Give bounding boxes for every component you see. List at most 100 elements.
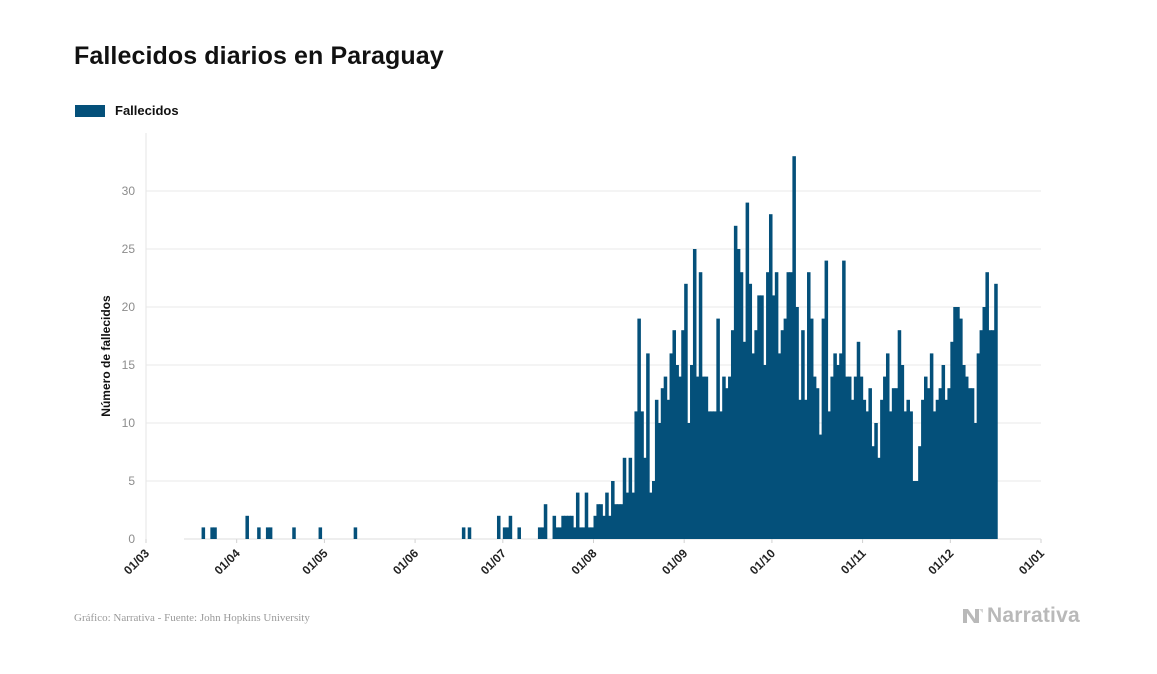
bar <box>555 527 560 539</box>
bar <box>897 330 902 539</box>
bar <box>888 411 893 539</box>
bar <box>783 318 788 539</box>
bar <box>353 527 358 539</box>
bar <box>871 446 875 539</box>
bar <box>771 295 776 539</box>
bar <box>774 272 779 539</box>
bar <box>804 399 808 539</box>
bar <box>605 492 609 539</box>
bar <box>760 295 764 539</box>
bar <box>809 318 814 539</box>
y-tick-label: 30 <box>122 184 136 198</box>
x-tick-label: 01/04 <box>212 546 243 577</box>
bar <box>850 399 855 539</box>
bar <box>950 341 954 539</box>
bar <box>725 388 729 539</box>
bar <box>979 330 984 539</box>
bar <box>982 307 987 539</box>
bar <box>467 527 472 539</box>
bar <box>698 272 703 539</box>
bar <box>935 399 940 539</box>
y-tick-label: 10 <box>122 416 136 430</box>
bar <box>941 365 946 539</box>
bar <box>257 527 261 539</box>
bar <box>707 411 712 539</box>
bar <box>245 515 249 539</box>
bar <box>956 307 960 539</box>
bar <box>994 283 998 539</box>
bar <box>622 457 627 539</box>
bar <box>561 515 565 539</box>
bar <box>567 515 571 539</box>
bar <box>672 330 676 539</box>
bar <box>666 399 671 539</box>
bar <box>877 457 881 539</box>
bar <box>733 225 738 540</box>
chart-source: Gráfico: Narrativa - Fuente: John Hopkin… <box>74 612 310 624</box>
bar <box>684 283 688 539</box>
bar <box>292 527 296 539</box>
x-tick-label: 01/05 <box>299 546 330 577</box>
bar <box>573 527 577 539</box>
y-tick-label: 0 <box>128 532 135 546</box>
y-tick-label: 20 <box>122 300 136 314</box>
bar <box>915 481 919 539</box>
bar <box>926 388 931 539</box>
bar <box>318 527 323 539</box>
bar <box>657 423 662 539</box>
bar <box>730 330 735 539</box>
bar <box>719 411 723 539</box>
bar <box>643 457 647 539</box>
bar <box>938 388 943 539</box>
bar <box>651 481 656 539</box>
bar <box>637 318 641 539</box>
bar <box>853 376 858 539</box>
bar <box>777 353 782 539</box>
bar <box>766 272 770 539</box>
bar <box>985 272 989 539</box>
bar <box>918 446 922 539</box>
bar <box>690 365 694 539</box>
bar <box>742 341 747 539</box>
y-axis-title: Número de fallecidos <box>99 295 113 417</box>
bar <box>970 388 975 539</box>
bar <box>757 295 761 539</box>
bar <box>640 411 644 539</box>
bar <box>739 272 744 539</box>
bar <box>874 423 878 539</box>
bar <box>575 492 580 539</box>
bar <box>593 515 598 539</box>
bar <box>675 365 679 539</box>
bar <box>789 272 793 539</box>
bar <box>265 527 270 539</box>
bar <box>631 492 636 539</box>
bar <box>713 411 717 539</box>
bar <box>748 283 753 539</box>
bar <box>921 399 925 539</box>
bar <box>678 376 682 539</box>
bar <box>710 411 715 539</box>
bar <box>818 434 823 539</box>
bar <box>646 353 650 539</box>
bar <box>845 376 849 539</box>
bar <box>649 492 653 539</box>
bar <box>812 376 817 539</box>
bar <box>461 527 466 539</box>
bar <box>953 307 957 539</box>
bar <box>210 527 214 539</box>
bar <box>798 399 802 539</box>
bar <box>792 156 796 539</box>
bar <box>654 399 659 539</box>
bar <box>964 376 969 539</box>
bar <box>801 330 805 539</box>
bar <box>824 260 829 539</box>
bar <box>883 376 887 539</box>
bar <box>912 481 916 539</box>
bar <box>780 330 785 539</box>
bar <box>973 423 978 539</box>
x-tick-label: 01/12 <box>925 546 956 577</box>
bar <box>909 411 913 539</box>
bar <box>865 411 870 539</box>
bar <box>543 504 548 539</box>
